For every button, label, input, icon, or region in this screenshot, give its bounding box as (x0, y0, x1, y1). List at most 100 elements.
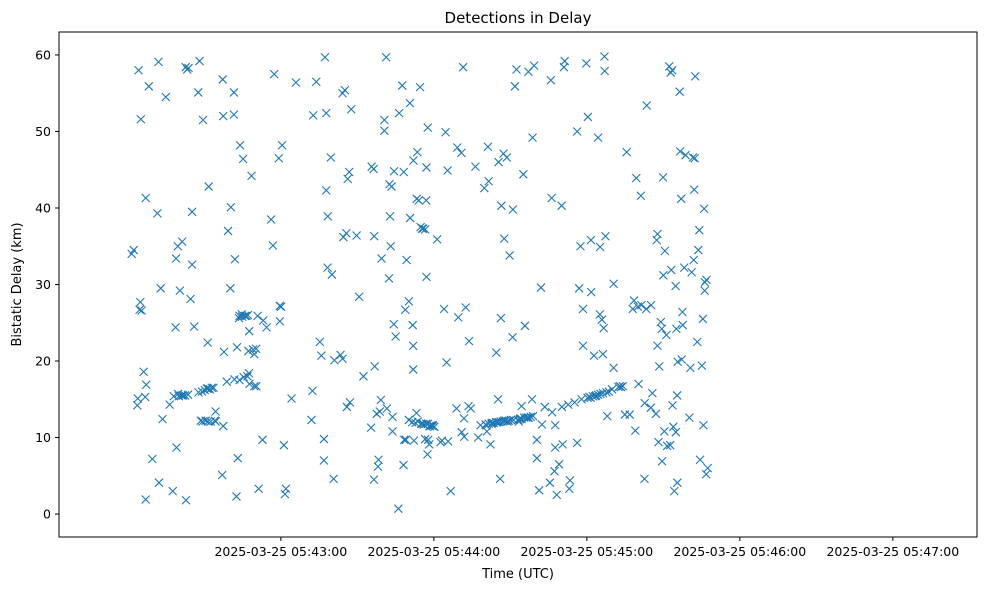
data-point (180, 391, 190, 400)
data-point (665, 440, 675, 450)
data-point (646, 403, 656, 413)
data-point (352, 231, 361, 240)
data-point (466, 404, 476, 413)
data-point (386, 241, 396, 251)
data-point (400, 305, 410, 315)
data-point (344, 167, 354, 177)
data-point (494, 157, 504, 167)
data-point (520, 321, 530, 331)
data-point (662, 441, 672, 451)
data-point (668, 401, 677, 410)
data-point (225, 283, 235, 293)
data-point (499, 234, 509, 243)
data-point (693, 245, 703, 255)
data-point (593, 390, 603, 400)
data-point (384, 273, 394, 283)
data-point (391, 332, 400, 341)
data-point (366, 423, 376, 432)
data-point (409, 436, 419, 445)
data-point (229, 88, 239, 97)
data-point (563, 400, 573, 410)
data-point (546, 75, 556, 85)
data-point (512, 65, 521, 74)
data-point (320, 52, 330, 62)
data-point (518, 169, 528, 179)
data-point (172, 443, 181, 452)
data-point (389, 166, 399, 176)
data-point (532, 453, 542, 463)
data-point (409, 156, 418, 165)
data-point (479, 183, 489, 193)
data-point (703, 463, 713, 473)
data-point (640, 398, 650, 408)
data-point (602, 411, 612, 421)
data-point (276, 302, 286, 312)
data-point (203, 338, 213, 348)
data-point (238, 154, 248, 164)
y-axis: 0 10 20 30 40 50 60 (35, 47, 59, 522)
data-point (135, 297, 145, 307)
data-point (183, 390, 193, 400)
data-point (134, 65, 143, 75)
data-point (340, 85, 350, 95)
data-point (232, 342, 242, 352)
data-point (653, 229, 662, 239)
data-point (641, 304, 651, 314)
data-point (341, 228, 351, 238)
data-point (230, 254, 240, 264)
data-point (689, 255, 699, 265)
data-point (676, 194, 686, 204)
data-point (597, 315, 607, 325)
data-point (153, 208, 162, 218)
data-point (279, 440, 289, 450)
data-point (189, 322, 199, 331)
data-point (218, 421, 228, 431)
data-point (423, 449, 432, 459)
data-point (171, 322, 180, 332)
data-point (452, 404, 461, 413)
x-tick-label: 2025-03-25 05:45:00 (520, 544, 653, 559)
data-point (545, 478, 555, 488)
data-point (506, 415, 516, 425)
data-point (379, 126, 389, 136)
data-point (471, 162, 480, 172)
data-point (405, 213, 415, 223)
data-point (570, 397, 579, 407)
data-point (459, 432, 469, 442)
data-point (422, 163, 431, 172)
data-point (537, 420, 547, 429)
data-point (376, 395, 386, 405)
data-point (497, 201, 506, 211)
data-point (308, 386, 317, 396)
data-point (177, 237, 187, 247)
data-point (258, 435, 267, 445)
data-point (388, 427, 397, 436)
data-point (266, 215, 276, 224)
data-point (658, 172, 668, 182)
data-point (672, 391, 682, 400)
data-point (654, 437, 663, 447)
data-point (388, 412, 397, 422)
data-point (218, 111, 228, 121)
data-point (369, 164, 379, 174)
data-point (249, 381, 259, 391)
data-point (165, 400, 175, 410)
data-point (658, 270, 668, 280)
data-point (495, 474, 505, 484)
data-point (184, 63, 193, 73)
data-point (135, 305, 144, 315)
y-tick-label: 10 (35, 430, 51, 445)
data-point (369, 475, 379, 485)
data-point (586, 287, 596, 297)
data-point (187, 207, 197, 217)
data-point (675, 146, 685, 156)
data-point (217, 470, 227, 480)
data-point (139, 367, 149, 377)
data-point (319, 456, 329, 465)
data-point (129, 245, 139, 255)
data-point (536, 283, 546, 292)
data-point (245, 379, 254, 389)
data-point (671, 324, 681, 334)
data-point (389, 319, 399, 329)
